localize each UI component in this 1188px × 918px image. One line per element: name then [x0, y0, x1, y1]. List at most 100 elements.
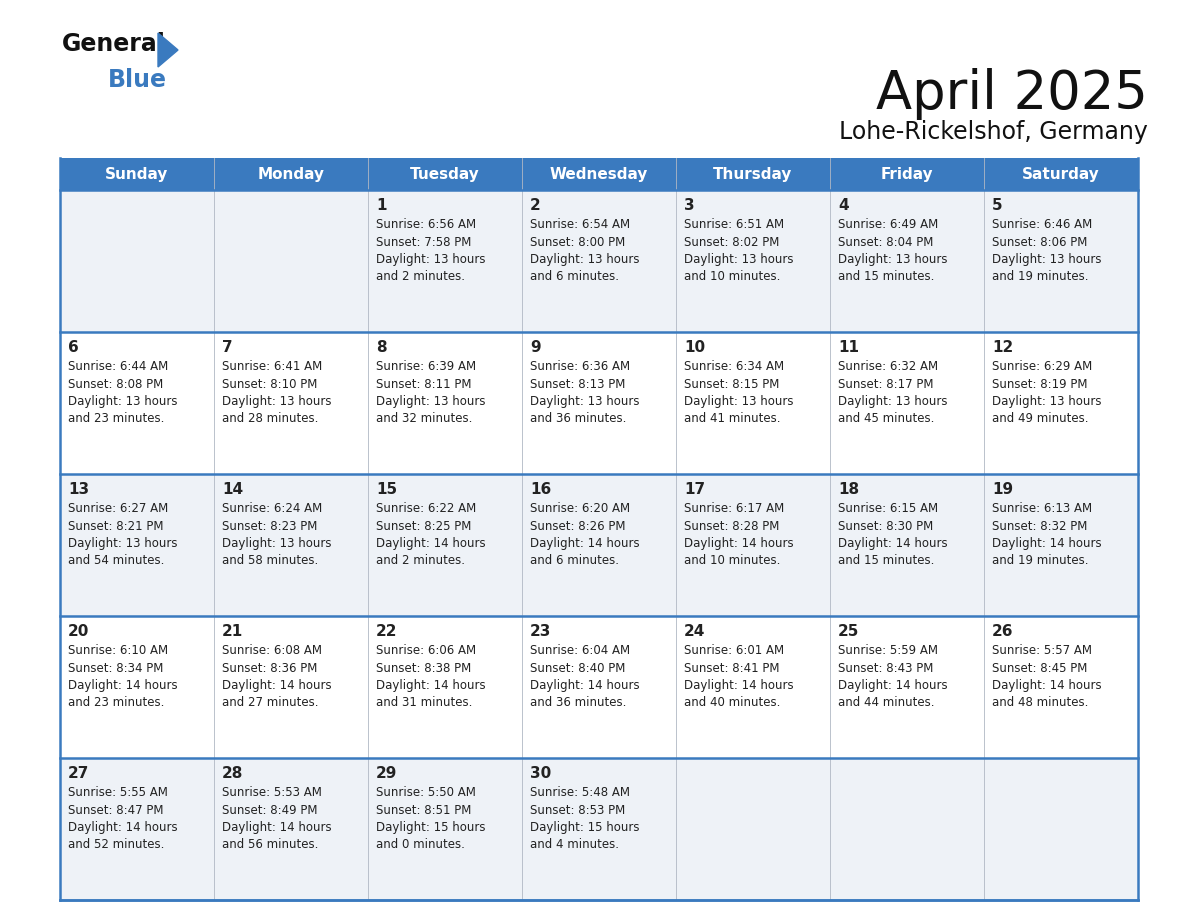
- Text: and 49 minutes.: and 49 minutes.: [992, 412, 1088, 426]
- Text: 2: 2: [530, 198, 541, 213]
- Text: Sunset: 8:51 PM: Sunset: 8:51 PM: [375, 803, 472, 816]
- Text: and 15 minutes.: and 15 minutes.: [838, 271, 935, 284]
- Text: Sunset: 8:45 PM: Sunset: 8:45 PM: [992, 662, 1087, 675]
- Text: Sunset: 8:15 PM: Sunset: 8:15 PM: [684, 377, 779, 390]
- Text: Sunset: 8:02 PM: Sunset: 8:02 PM: [684, 236, 779, 249]
- Text: Sunrise: 5:57 AM: Sunrise: 5:57 AM: [992, 644, 1092, 657]
- Text: Sunset: 7:58 PM: Sunset: 7:58 PM: [375, 236, 472, 249]
- Text: Daylight: 15 hours: Daylight: 15 hours: [530, 821, 639, 834]
- Text: Daylight: 13 hours: Daylight: 13 hours: [68, 537, 177, 550]
- Text: and 48 minutes.: and 48 minutes.: [992, 697, 1088, 710]
- Text: 1: 1: [375, 198, 386, 213]
- Text: Sunset: 8:11 PM: Sunset: 8:11 PM: [375, 377, 472, 390]
- Text: Daylight: 14 hours: Daylight: 14 hours: [992, 537, 1101, 550]
- Text: Sunrise: 5:48 AM: Sunrise: 5:48 AM: [530, 786, 630, 799]
- Text: Sunrise: 6:04 AM: Sunrise: 6:04 AM: [530, 644, 630, 657]
- Text: and 23 minutes.: and 23 minutes.: [68, 412, 164, 426]
- Text: 12: 12: [992, 340, 1013, 355]
- Text: Sunset: 8:06 PM: Sunset: 8:06 PM: [992, 236, 1087, 249]
- Text: Sunrise: 6:06 AM: Sunrise: 6:06 AM: [375, 644, 476, 657]
- Text: 23: 23: [530, 624, 551, 639]
- Text: and 32 minutes.: and 32 minutes.: [375, 412, 473, 426]
- Text: Daylight: 13 hours: Daylight: 13 hours: [530, 253, 639, 266]
- Text: 28: 28: [222, 766, 244, 781]
- Text: and 28 minutes.: and 28 minutes.: [222, 412, 318, 426]
- Text: Sunset: 8:28 PM: Sunset: 8:28 PM: [684, 520, 779, 532]
- Text: Sunset: 8:34 PM: Sunset: 8:34 PM: [68, 662, 164, 675]
- Text: Sunset: 8:40 PM: Sunset: 8:40 PM: [530, 662, 625, 675]
- Text: and 40 minutes.: and 40 minutes.: [684, 697, 781, 710]
- Polygon shape: [158, 33, 178, 67]
- Text: Sunset: 8:13 PM: Sunset: 8:13 PM: [530, 377, 625, 390]
- Text: 20: 20: [68, 624, 89, 639]
- Text: 18: 18: [838, 482, 859, 497]
- Text: 25: 25: [838, 624, 859, 639]
- Text: and 19 minutes.: and 19 minutes.: [992, 554, 1088, 567]
- Text: Daylight: 14 hours: Daylight: 14 hours: [222, 679, 331, 692]
- Text: Sunset: 8:49 PM: Sunset: 8:49 PM: [222, 803, 317, 816]
- Text: and 4 minutes.: and 4 minutes.: [530, 838, 619, 852]
- Text: Sunset: 8:04 PM: Sunset: 8:04 PM: [838, 236, 934, 249]
- Text: Daylight: 14 hours: Daylight: 14 hours: [838, 679, 948, 692]
- Text: Daylight: 13 hours: Daylight: 13 hours: [68, 395, 177, 408]
- Text: Tuesday: Tuesday: [410, 166, 480, 182]
- Text: and 58 minutes.: and 58 minutes.: [222, 554, 318, 567]
- Text: 29: 29: [375, 766, 397, 781]
- Text: and 2 minutes.: and 2 minutes.: [375, 554, 465, 567]
- Text: 10: 10: [684, 340, 706, 355]
- Text: Sunset: 8:10 PM: Sunset: 8:10 PM: [222, 377, 317, 390]
- Text: Sunrise: 5:59 AM: Sunrise: 5:59 AM: [838, 644, 939, 657]
- Text: Daylight: 14 hours: Daylight: 14 hours: [684, 537, 794, 550]
- Text: Monday: Monday: [258, 166, 324, 182]
- Text: Sunset: 8:38 PM: Sunset: 8:38 PM: [375, 662, 472, 675]
- Text: Sunrise: 5:55 AM: Sunrise: 5:55 AM: [68, 786, 168, 799]
- Text: Daylight: 13 hours: Daylight: 13 hours: [992, 395, 1101, 408]
- Text: Daylight: 14 hours: Daylight: 14 hours: [530, 679, 639, 692]
- Text: Sunrise: 6:36 AM: Sunrise: 6:36 AM: [530, 360, 630, 373]
- Text: Sunset: 8:00 PM: Sunset: 8:00 PM: [530, 236, 625, 249]
- Text: Daylight: 14 hours: Daylight: 14 hours: [838, 537, 948, 550]
- Text: Sunrise: 6:17 AM: Sunrise: 6:17 AM: [684, 502, 784, 515]
- Text: Daylight: 13 hours: Daylight: 13 hours: [222, 537, 331, 550]
- Text: Daylight: 13 hours: Daylight: 13 hours: [684, 253, 794, 266]
- Text: Sunset: 8:25 PM: Sunset: 8:25 PM: [375, 520, 472, 532]
- Text: Sunset: 8:21 PM: Sunset: 8:21 PM: [68, 520, 164, 532]
- Text: Daylight: 14 hours: Daylight: 14 hours: [68, 821, 178, 834]
- Text: Sunrise: 6:24 AM: Sunrise: 6:24 AM: [222, 502, 322, 515]
- Bar: [61, 616, 1138, 758]
- Text: Sunset: 8:43 PM: Sunset: 8:43 PM: [838, 662, 934, 675]
- Text: April 2025: April 2025: [876, 68, 1148, 120]
- Text: and 19 minutes.: and 19 minutes.: [992, 271, 1088, 284]
- Text: 5: 5: [992, 198, 1003, 213]
- Bar: [61, 332, 1138, 474]
- Text: and 45 minutes.: and 45 minutes.: [838, 412, 935, 426]
- Text: Sunrise: 6:34 AM: Sunrise: 6:34 AM: [684, 360, 784, 373]
- Text: and 0 minutes.: and 0 minutes.: [375, 838, 465, 852]
- Text: Daylight: 13 hours: Daylight: 13 hours: [375, 395, 486, 408]
- Text: and 27 minutes.: and 27 minutes.: [222, 697, 318, 710]
- Text: and 44 minutes.: and 44 minutes.: [838, 697, 935, 710]
- Text: Sunset: 8:53 PM: Sunset: 8:53 PM: [530, 803, 625, 816]
- Text: Sunrise: 5:53 AM: Sunrise: 5:53 AM: [222, 786, 322, 799]
- Text: Sunrise: 6:49 AM: Sunrise: 6:49 AM: [838, 218, 939, 231]
- Text: Sunset: 8:08 PM: Sunset: 8:08 PM: [68, 377, 163, 390]
- Text: Sunset: 8:32 PM: Sunset: 8:32 PM: [992, 520, 1087, 532]
- Text: and 56 minutes.: and 56 minutes.: [222, 838, 318, 852]
- Text: Sunrise: 6:46 AM: Sunrise: 6:46 AM: [992, 218, 1092, 231]
- Bar: [61, 474, 1138, 616]
- Text: Sunrise: 6:44 AM: Sunrise: 6:44 AM: [68, 360, 169, 373]
- Bar: [61, 190, 1138, 332]
- Text: 9: 9: [530, 340, 541, 355]
- Text: Daylight: 13 hours: Daylight: 13 hours: [222, 395, 331, 408]
- Text: Sunrise: 6:08 AM: Sunrise: 6:08 AM: [222, 644, 322, 657]
- Bar: [61, 758, 1138, 900]
- Text: Daylight: 13 hours: Daylight: 13 hours: [375, 253, 486, 266]
- Text: 7: 7: [222, 340, 233, 355]
- Text: 3: 3: [684, 198, 695, 213]
- Text: Sunrise: 6:22 AM: Sunrise: 6:22 AM: [375, 502, 476, 515]
- Text: 16: 16: [530, 482, 551, 497]
- Text: 21: 21: [222, 624, 244, 639]
- Text: 15: 15: [375, 482, 397, 497]
- Text: 4: 4: [838, 198, 848, 213]
- Text: Daylight: 14 hours: Daylight: 14 hours: [684, 679, 794, 692]
